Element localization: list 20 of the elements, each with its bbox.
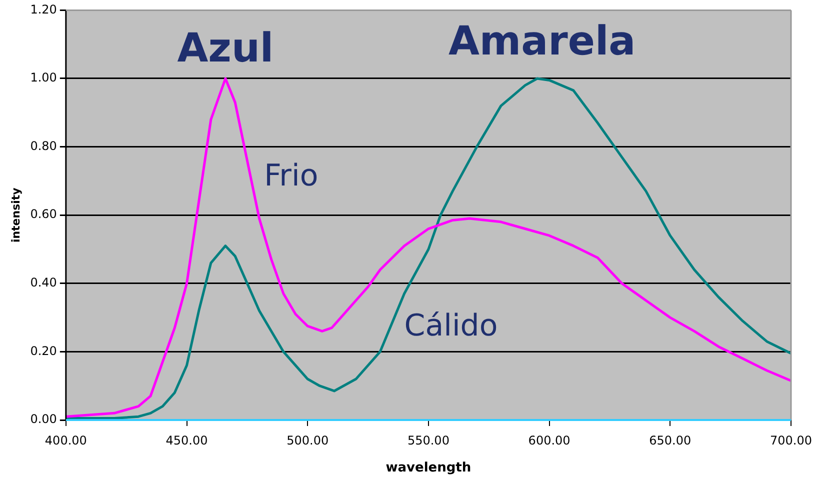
- annotation: Azul: [177, 26, 274, 72]
- y-tick-label: 1.20: [30, 2, 57, 16]
- annotation: Amarela: [448, 18, 636, 65]
- series-label: Frio: [264, 158, 318, 194]
- y-tick-label: 0.20: [30, 344, 57, 358]
- x-tick-label: 450.00: [166, 433, 208, 448]
- x-tick-label: 550.00: [407, 433, 450, 448]
- x-axis-title: wavelength: [386, 460, 472, 476]
- y-tick-label: 0.60: [30, 207, 57, 222]
- y-axis-title: intensity: [9, 188, 22, 243]
- y-tick-label: 0.40: [30, 276, 57, 290]
- series-label: Cálido: [404, 308, 498, 344]
- y-tick-label: 1.00: [30, 70, 57, 85]
- y-tick-label: 0.80: [30, 138, 57, 153]
- x-tick-label: 700.00: [770, 433, 812, 448]
- x-tick-label: 600.00: [528, 433, 570, 448]
- x-tick-label: 650.00: [649, 433, 692, 448]
- y-tick-label: 0.00: [30, 412, 57, 426]
- x-tick-label: 500.00: [286, 433, 329, 448]
- x-tick-label: 400.00: [44, 433, 87, 448]
